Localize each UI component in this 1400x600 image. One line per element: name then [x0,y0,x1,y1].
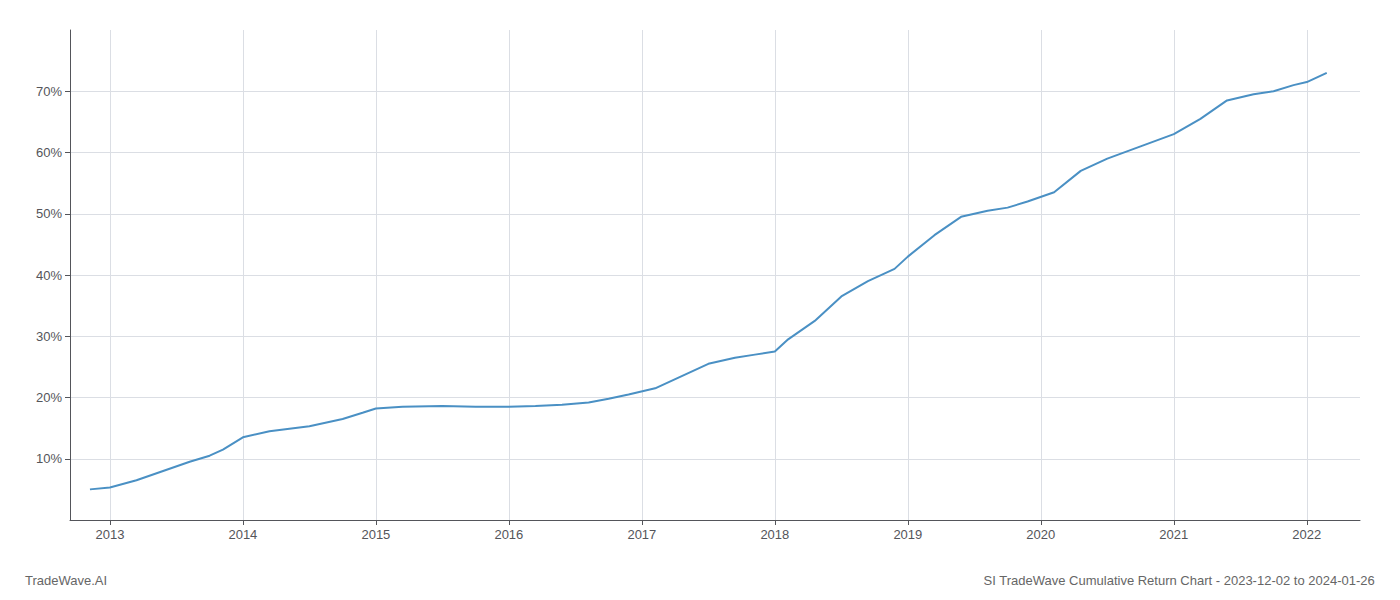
svg-text:2020: 2020 [1026,527,1055,542]
svg-text:2017: 2017 [627,527,656,542]
svg-text:2015: 2015 [361,527,390,542]
svg-text:2014: 2014 [228,527,257,542]
svg-text:2018: 2018 [760,527,789,542]
svg-text:TradeWave.AI: TradeWave.AI [25,573,107,588]
svg-text:60%: 60% [36,145,62,160]
svg-text:2019: 2019 [893,527,922,542]
svg-text:40%: 40% [36,268,62,283]
svg-text:2013: 2013 [95,527,124,542]
svg-text:SI TradeWave Cumulative Return: SI TradeWave Cumulative Return Chart - 2… [984,573,1375,588]
svg-text:20%: 20% [36,390,62,405]
svg-text:30%: 30% [36,329,62,344]
svg-text:70%: 70% [36,84,62,99]
svg-text:10%: 10% [36,451,62,466]
svg-text:2021: 2021 [1159,527,1188,542]
svg-text:2022: 2022 [1292,527,1321,542]
svg-text:50%: 50% [36,206,62,221]
svg-text:2016: 2016 [494,527,523,542]
